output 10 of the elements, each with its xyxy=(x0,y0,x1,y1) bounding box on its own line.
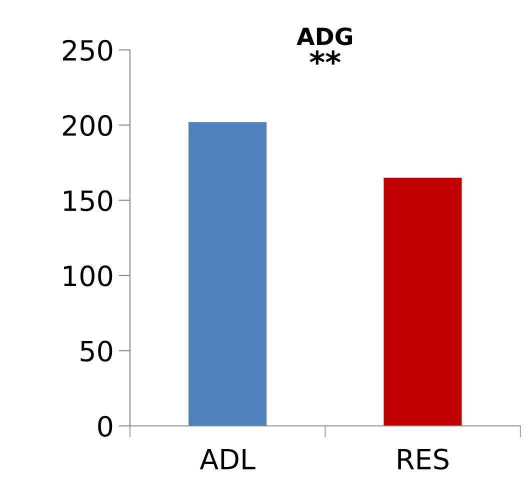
y-tick-label: 50 xyxy=(80,340,112,362)
y-tick-label: 100 xyxy=(64,265,112,286)
chart-title: ADG xyxy=(296,27,352,46)
y-tick-label: 150 xyxy=(64,190,112,212)
y-tick-label: 200 xyxy=(62,115,112,136)
x-tick-label: RES xyxy=(398,448,448,470)
y-tick-label: 0 xyxy=(98,416,112,437)
y-tick-label: 250 xyxy=(62,40,112,61)
x-tick-label: ADL xyxy=(200,448,256,470)
annotation: ** xyxy=(310,50,341,65)
